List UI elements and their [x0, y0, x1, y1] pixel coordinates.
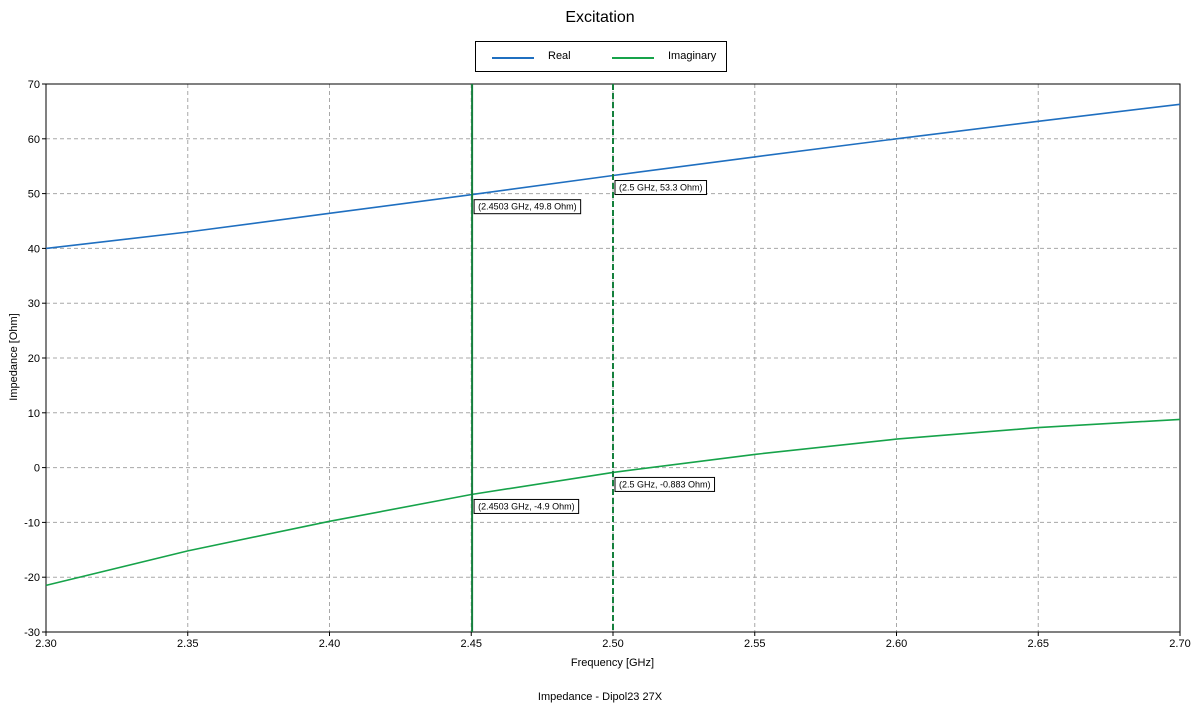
x-tick-label: 2.55	[744, 638, 765, 650]
x-tick-label: 2.30	[35, 638, 56, 650]
x-tick-label: 2.65	[1028, 638, 1049, 650]
marker-label-box	[473, 199, 582, 215]
marker-label-text: (2.4503 GHz, 49.8 Ohm)	[478, 202, 577, 212]
marker-label: (2.5 GHz, -0.883 Ohm)	[614, 476, 716, 492]
chart-legend: Real Imaginary	[475, 41, 727, 72]
y-tick-label: 60	[28, 134, 40, 146]
marker-label-text: (2.4503 GHz, -4.9 Ohm)	[478, 501, 575, 511]
marker-label-box	[473, 498, 580, 514]
y-axis-label: Impedance [Ohm]	[8, 313, 20, 401]
y-tick-label: -20	[24, 572, 40, 584]
x-tick-label: 2.60	[886, 638, 907, 650]
legend-label-imaginary: Imaginary	[668, 50, 717, 62]
chart-title: Excitation	[565, 9, 635, 26]
x-tick-label: 2.45	[461, 638, 482, 650]
marker-label-text: (2.5 GHz, 53.3 Ohm)	[619, 183, 703, 193]
x-axis-label: Frequency [GHz]	[570, 657, 655, 669]
x-tick-label: 2.35	[177, 638, 198, 650]
legend-label-real: Real	[548, 50, 571, 62]
y-tick-label: 20	[28, 353, 40, 365]
y-tick-label: 30	[28, 298, 40, 310]
y-tick-label: 0	[34, 463, 40, 475]
y-tick-label: -10	[24, 517, 40, 529]
marker-label: (2.4503 GHz, 49.8 Ohm)	[473, 199, 582, 215]
marker-layer: (2.4503 GHz, 49.8 Ohm) (2.4503 GHz, -4.9 …	[471, 84, 716, 632]
y-tick-label: 50	[28, 189, 40, 201]
y-tick-label: 10	[28, 408, 40, 420]
marker-label-box	[614, 476, 716, 492]
chart-footer: Impedance - Dipol23 27X	[537, 691, 663, 703]
x-tick-label: 2.50	[602, 638, 623, 650]
marker-label-text: (2.5 GHz, -0.883 Ohm)	[619, 479, 711, 489]
y-tick-label: -30	[24, 627, 40, 639]
y-tick-label: 40	[28, 243, 40, 255]
legend-swatch-real	[492, 57, 534, 59]
legend-swatch-imaginary	[612, 57, 654, 59]
marker-label-box	[614, 180, 708, 196]
y-tick-label: 70	[28, 79, 40, 91]
marker-label: (2.4503 GHz, -4.9 Ohm)	[473, 498, 580, 514]
marker-label: (2.5 GHz, 53.3 Ohm)	[614, 180, 708, 196]
x-tick-label: 2.40	[319, 638, 340, 650]
x-tick-label: 2.70	[1169, 638, 1190, 650]
